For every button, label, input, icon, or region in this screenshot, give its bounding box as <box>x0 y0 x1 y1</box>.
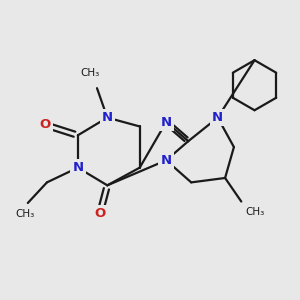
Text: CH₃: CH₃ <box>80 68 99 78</box>
Text: N: N <box>212 111 223 124</box>
Text: O: O <box>94 207 106 220</box>
Text: N: N <box>160 116 172 128</box>
Text: N: N <box>72 161 83 174</box>
Text: O: O <box>40 118 51 131</box>
Text: N: N <box>160 154 172 167</box>
Text: CH₃: CH₃ <box>15 209 34 219</box>
Text: N: N <box>102 111 113 124</box>
Text: CH₃: CH₃ <box>246 207 265 218</box>
